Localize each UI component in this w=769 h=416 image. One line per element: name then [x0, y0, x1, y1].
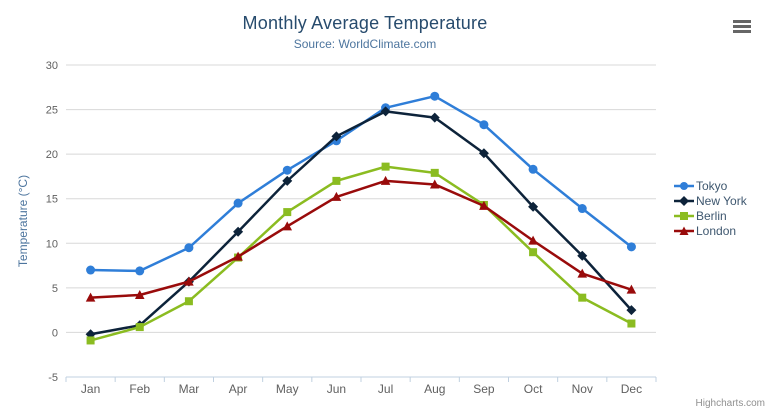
data-point-new-york[interactable] [331, 131, 342, 142]
legend-label: Berlin [696, 208, 727, 223]
y-axis-label: 25 [46, 105, 58, 117]
legend-label: London [696, 223, 737, 238]
data-point-tokyo[interactable] [135, 266, 145, 276]
x-axis-label: Apr [229, 382, 248, 396]
x-axis-label: Oct [524, 382, 543, 396]
data-point-london[interactable] [626, 284, 637, 294]
data-point-berlin[interactable] [332, 176, 341, 185]
y-axis-label: 10 [46, 238, 58, 250]
data-point-new-york[interactable] [577, 250, 588, 261]
data-point-new-york[interactable] [429, 112, 440, 123]
legend: Tokyo New York Berlin London [674, 178, 747, 238]
data-point-new-york[interactable] [626, 305, 637, 316]
data-point-tokyo[interactable] [86, 265, 96, 275]
data-point-london[interactable] [577, 268, 588, 278]
legend-item-tokyo[interactable]: Tokyo [674, 178, 747, 193]
data-point-london[interactable] [233, 251, 243, 261]
data-point-london[interactable] [85, 292, 96, 302]
data-point-london[interactable] [429, 179, 440, 189]
data-point-tokyo[interactable] [626, 242, 636, 252]
y-axis-title: Temperature (°C) [16, 175, 30, 267]
x-axis-label: Mar [179, 382, 200, 396]
data-point-london[interactable] [184, 276, 194, 286]
data-point-new-york[interactable] [233, 226, 244, 237]
x-axis-label: Jul [378, 382, 393, 396]
data-point-tokyo[interactable] [184, 243, 194, 253]
data-point-london[interactable] [479, 200, 489, 210]
x-axis-label: Dec [621, 382, 642, 396]
y-axis-label: 0 [52, 327, 58, 339]
data-point-tokyo[interactable] [282, 165, 292, 175]
data-point-london[interactable] [134, 289, 145, 299]
y-axis-label: 20 [46, 149, 58, 161]
data-point-tokyo[interactable] [528, 164, 538, 174]
data-point-berlin[interactable] [283, 208, 292, 217]
legend-item-new-york[interactable]: New York [674, 193, 747, 208]
data-point-new-york[interactable] [282, 175, 293, 186]
data-point-berlin[interactable] [86, 336, 95, 345]
data-point-berlin[interactable] [529, 248, 538, 257]
legend-marker-diamond-icon [674, 195, 694, 206]
series-line-berlin [89, 165, 633, 342]
y-axis-label: 5 [52, 283, 58, 295]
legend-label: Tokyo [696, 178, 728, 193]
data-point-new-york[interactable] [528, 201, 539, 212]
series-line-tokyo [89, 94, 633, 273]
chart-subtitle: Source: WorldClimate.com [293, 37, 437, 51]
data-point-tokyo[interactable] [233, 198, 243, 208]
series-line-new-york [89, 110, 633, 336]
data-point-berlin[interactable] [578, 293, 587, 302]
data-point-london[interactable] [528, 235, 538, 245]
data-point-berlin[interactable] [135, 323, 144, 332]
y-axis-label: 15 [46, 194, 58, 206]
export-menu-button[interactable] [731, 19, 753, 37]
series-line-london [89, 179, 633, 299]
credits-link[interactable]: Highcharts.com [695, 398, 765, 409]
data-point-tokyo[interactable] [430, 91, 440, 101]
data-point-london[interactable] [331, 191, 342, 201]
legend-marker-square-icon [674, 211, 694, 220]
x-axis-label: May [276, 382, 299, 396]
x-axis-label: Sep [473, 382, 495, 396]
data-point-tokyo[interactable] [577, 204, 587, 214]
data-point-london[interactable] [282, 221, 293, 231]
data-point-berlin[interactable] [381, 162, 390, 171]
y-axis-label: 30 [46, 60, 58, 72]
hamburger-menu-icon [732, 20, 751, 33]
x-axis-label: Nov [572, 382, 593, 396]
data-point-new-york[interactable] [478, 148, 489, 159]
data-point-berlin[interactable] [627, 319, 636, 328]
legend-label: New York [696, 193, 747, 208]
data-point-berlin[interactable] [184, 297, 193, 306]
data-point-new-york[interactable] [380, 106, 391, 117]
chart-title: Monthly Average Temperature [242, 13, 488, 33]
data-point-london[interactable] [380, 175, 391, 185]
data-point-tokyo[interactable] [479, 120, 489, 130]
y-axis-label: -5 [48, 372, 58, 384]
data-point-berlin[interactable] [430, 168, 439, 177]
legend-item-london[interactable]: London [674, 223, 747, 238]
x-axis-label: Feb [129, 382, 150, 396]
x-axis-label: Aug [424, 382, 445, 396]
legend-marker-triangle-icon [674, 226, 694, 235]
x-axis-label: Jun [327, 382, 346, 396]
x-axis-label: Jan [81, 382, 100, 396]
legend-item-berlin[interactable]: Berlin [674, 208, 747, 223]
legend-marker-circle-icon [674, 181, 694, 190]
